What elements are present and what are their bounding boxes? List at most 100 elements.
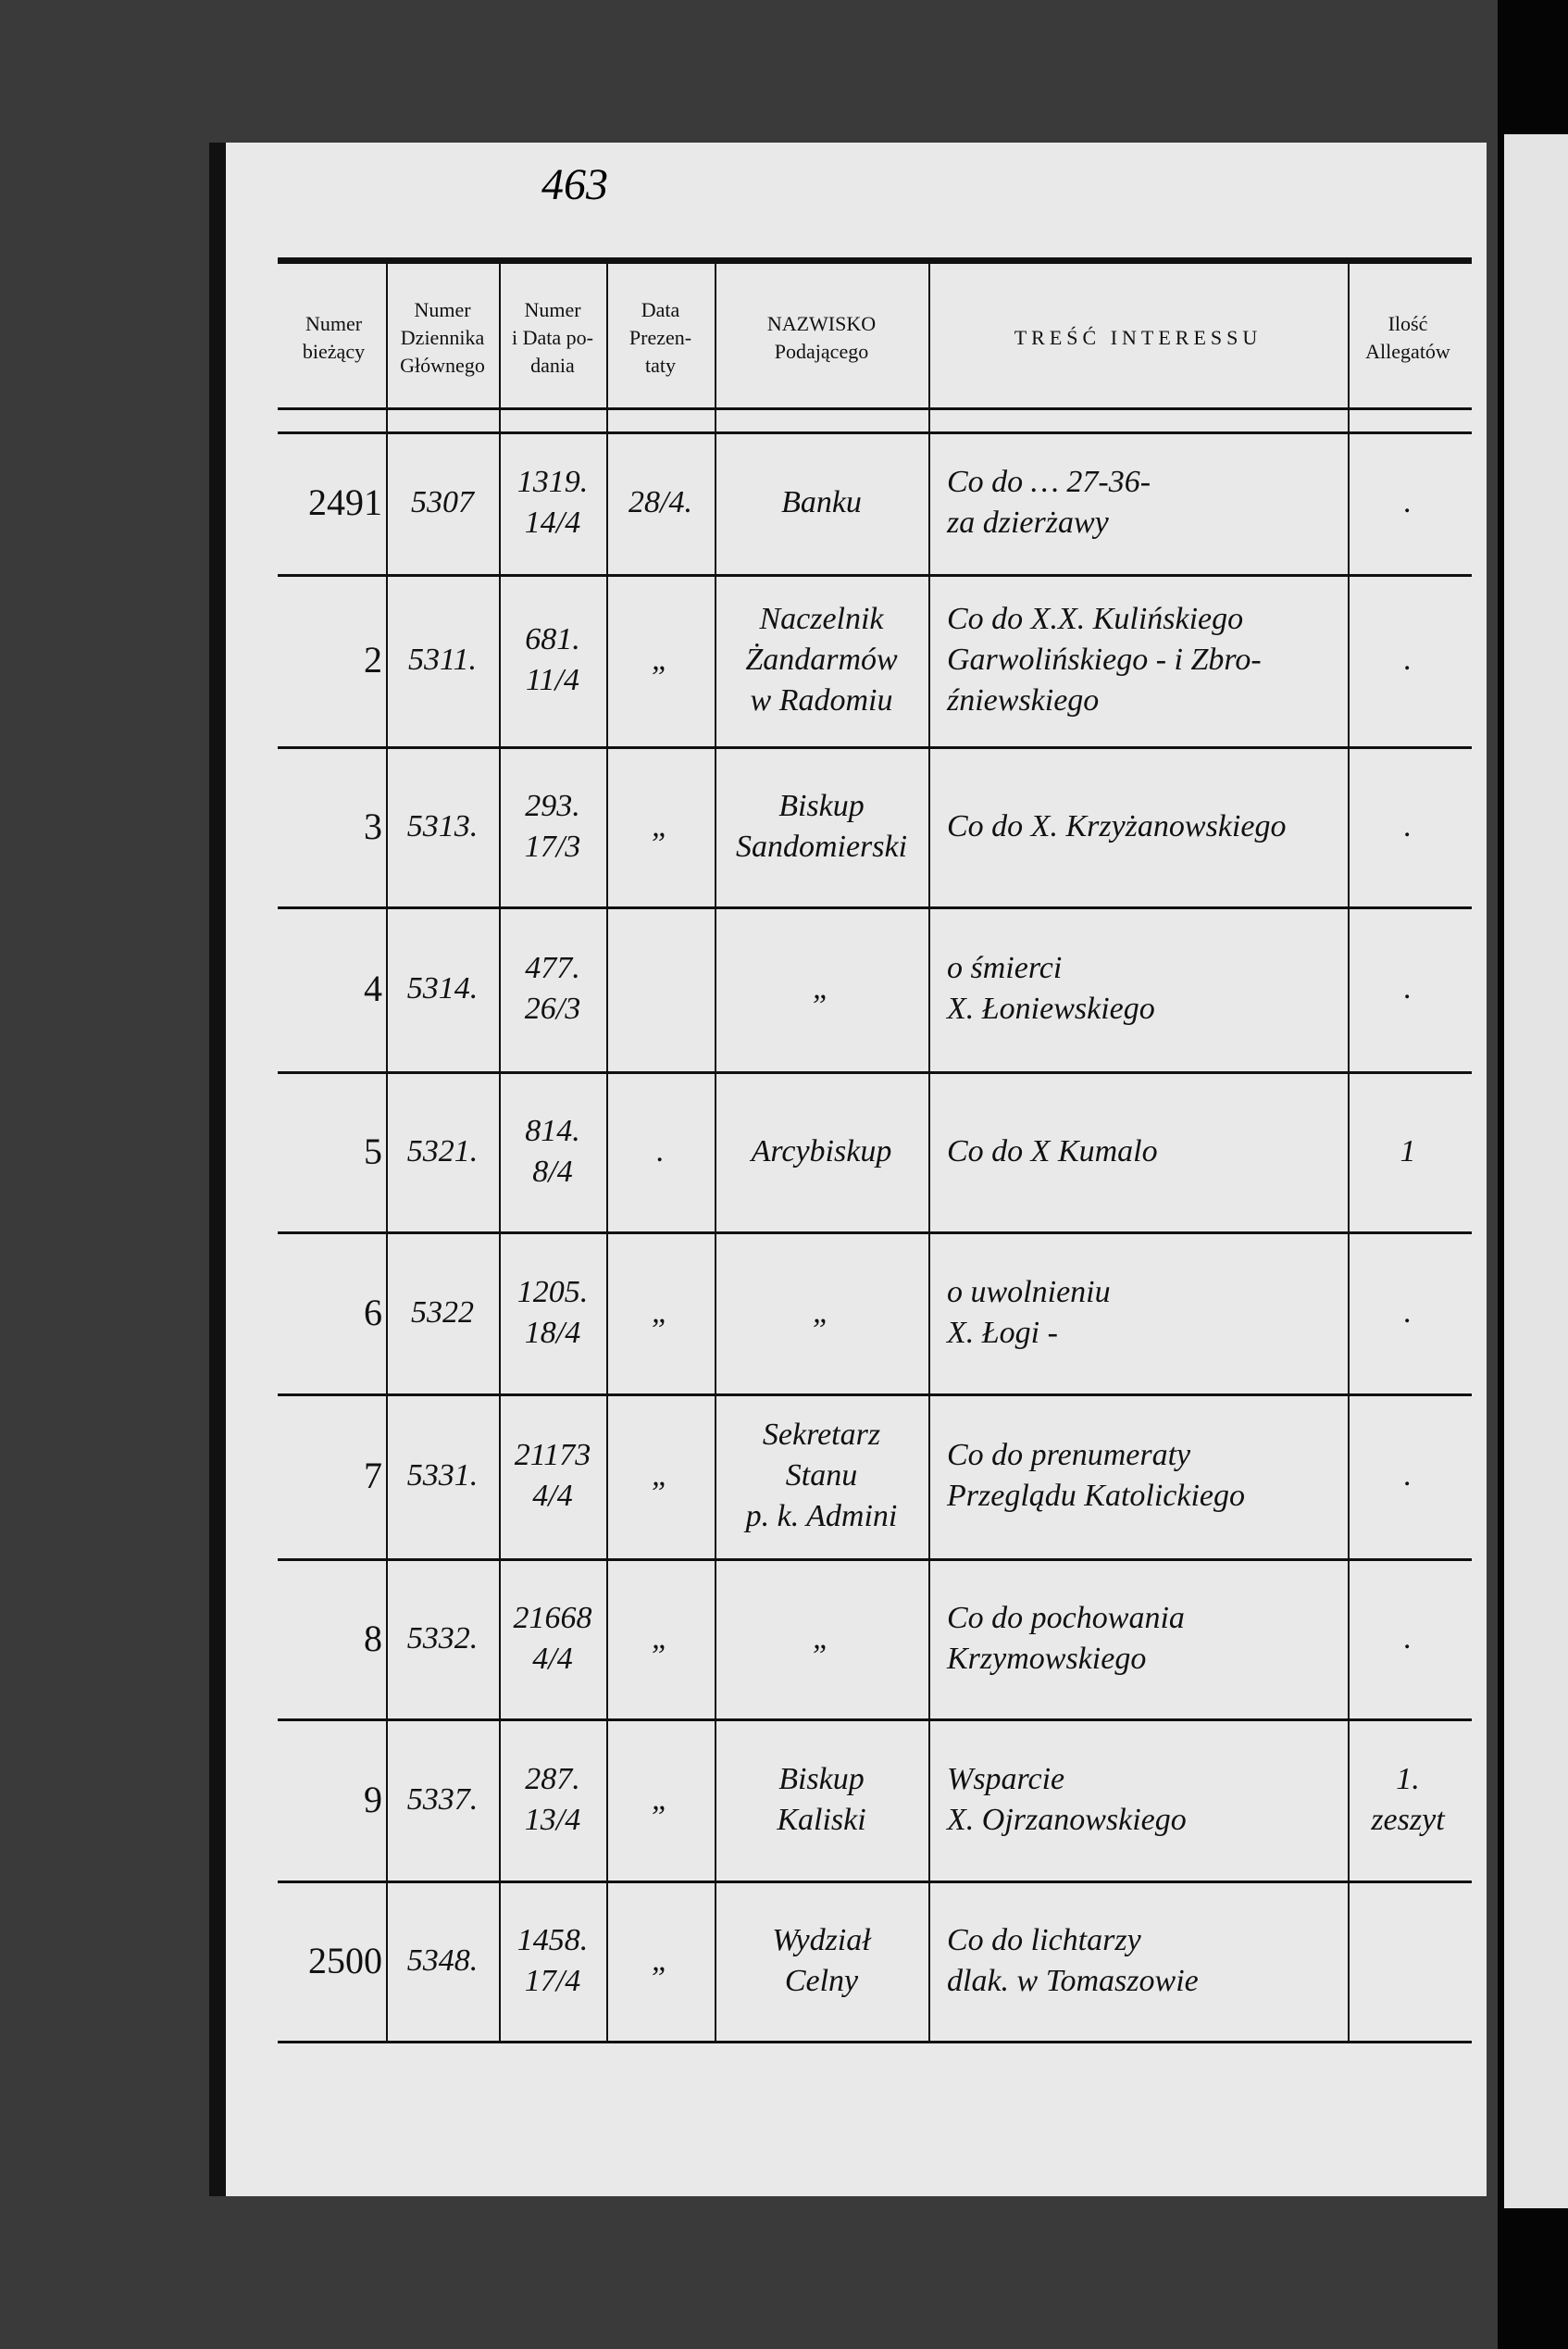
header-cell: NAZWISKO Podającego: [715, 269, 928, 407]
cell-line: i Data po-: [512, 326, 593, 349]
cell-line: 477.: [525, 951, 580, 985]
table-cell: 477. 26/3: [499, 906, 606, 1071]
cell-line: Co do pochowania: [947, 1600, 1185, 1635]
cell-line: 28/4.: [628, 485, 692, 519]
table-cell: Wydział Celny: [715, 1880, 928, 2041]
cell-line: zeszyt: [1371, 1802, 1445, 1837]
cell-line: Banku: [781, 485, 862, 519]
cell-line: Numer: [524, 298, 581, 321]
cell-line: Ilość: [1388, 312, 1428, 335]
cell-line: 3: [364, 805, 382, 847]
table-cell: Arcybiskup: [715, 1071, 928, 1231]
table-cell: .: [1348, 746, 1468, 906]
table-cell: .: [1348, 431, 1468, 574]
cell-line: 21173: [514, 1438, 591, 1472]
header-cell: Numer i Data po-dania: [499, 269, 606, 407]
cell-line: 17/4: [524, 1963, 581, 1998]
table-cell: [606, 906, 715, 1071]
cell-line: „: [813, 1620, 830, 1656]
table-cell: „: [606, 574, 715, 746]
cell-line: Co do X. Krzyżanowskiego: [947, 808, 1287, 843]
cell-line: X. Ojrzanowskiego: [947, 1802, 1187, 1837]
cell-line: Biskup: [778, 788, 865, 823]
table-cell: 814. 8/4: [499, 1071, 606, 1231]
row-rule: [278, 1393, 1472, 1396]
cell-line: Co do prenumeraty: [947, 1438, 1191, 1472]
header-cell: Data Prezen-taty: [606, 269, 715, 407]
header-cell: TREŚĆ INTERESSU: [928, 269, 1348, 407]
cell-line: 18/4: [524, 1315, 581, 1350]
table-cell: 2491: [281, 431, 386, 574]
cell-line: Co do X.X. Kulińskiego: [947, 602, 1244, 636]
table-cell: 6: [281, 1231, 386, 1393]
table-cell: „: [606, 1231, 715, 1393]
cell-line: 5311.: [408, 643, 477, 677]
table-cell: Biskup Kaliski: [715, 1718, 928, 1880]
cell-line: Sekretarz: [762, 1418, 881, 1452]
cell-line: Głównego: [400, 354, 485, 377]
table-cell: 5348.: [386, 1880, 499, 2041]
cell-line: Data: [641, 298, 680, 321]
column-rule: [499, 264, 501, 2041]
cell-line: 5322: [411, 1294, 474, 1330]
next-page: [1504, 134, 1568, 2208]
table-cell: .: [1348, 906, 1468, 1071]
table-cell: „: [606, 1718, 715, 1880]
cell-line: 681.: [525, 622, 580, 656]
table-cell: 5313.: [386, 746, 499, 906]
table-cell: Co do pochowania Krzymowskiego: [928, 1558, 1348, 1718]
cell-line: .: [1403, 1620, 1412, 1656]
cell-line: 5332.: [406, 1620, 479, 1656]
table-cell: Co do X Kumalo: [928, 1071, 1348, 1231]
cell-line: Prezen-: [628, 326, 692, 349]
table-cell: 3: [281, 746, 386, 906]
cell-line: 21668: [513, 1600, 592, 1635]
table-cell: Co do X. Krzyżanowskiego: [928, 746, 1348, 906]
table-cell: 1319. 14/4: [499, 431, 606, 574]
table-cell: .: [1348, 574, 1468, 746]
cell-line: 1205.: [516, 1274, 589, 1309]
cell-line: NAZWISKO: [766, 312, 877, 335]
table-cell: Biskup Sandomierski: [715, 746, 928, 906]
table-cell: 9: [281, 1718, 386, 1880]
cell-line: Naczelnik: [759, 602, 884, 636]
cell-line: 2500: [308, 1939, 382, 1981]
cell-line: 9: [364, 1778, 382, 1820]
cell-line: .: [656, 1133, 665, 1168]
cell-line: „: [652, 1943, 669, 1978]
cell-line: 2: [364, 639, 382, 681]
cell-line: Wydział: [772, 1922, 871, 1957]
cell-line: taty: [645, 354, 676, 377]
cell-line: 287.: [525, 1761, 580, 1796]
cell-line: 7: [364, 1455, 382, 1496]
table-cell: 1: [1348, 1071, 1468, 1231]
row-rule: [278, 1880, 1472, 1883]
table-cell: 5311.: [386, 574, 499, 746]
cell-line: „: [813, 1294, 830, 1330]
table-cell: 5: [281, 1071, 386, 1231]
cell-line: Dziennika: [400, 326, 485, 349]
cell-line: Wsparcie: [947, 1761, 1065, 1796]
table-cell: .: [606, 1071, 715, 1231]
row-rule: [278, 2041, 1472, 2043]
cell-line: Kaliski: [777, 1802, 866, 1837]
table-cell: „: [715, 1558, 928, 1718]
header-rule: [278, 407, 1472, 410]
cell-line: 2491: [308, 481, 382, 523]
cell-line: dlak. w Tomaszowie: [947, 1963, 1199, 1998]
cell-line: w Radomiu: [750, 683, 893, 718]
cell-line: Allegatów: [1365, 340, 1450, 363]
row-rule: [278, 431, 1472, 434]
table-cell: Co do X.X. Kulińskiego Garwolińskiego - i…: [928, 574, 1348, 746]
cell-line: 5348.: [406, 1943, 479, 1978]
cell-line: Stanu: [785, 1458, 858, 1493]
header-cell: Numer Dziennika Głównego: [386, 269, 499, 407]
cell-line: „: [652, 1620, 669, 1656]
column-rule: [606, 264, 608, 2041]
table-cell: 5337.: [386, 1718, 499, 1880]
row-rule: [278, 906, 1472, 909]
column-rule: [928, 264, 930, 2041]
table-cell: 1458. 17/4: [499, 1880, 606, 2041]
cell-line: 5313.: [406, 808, 479, 843]
